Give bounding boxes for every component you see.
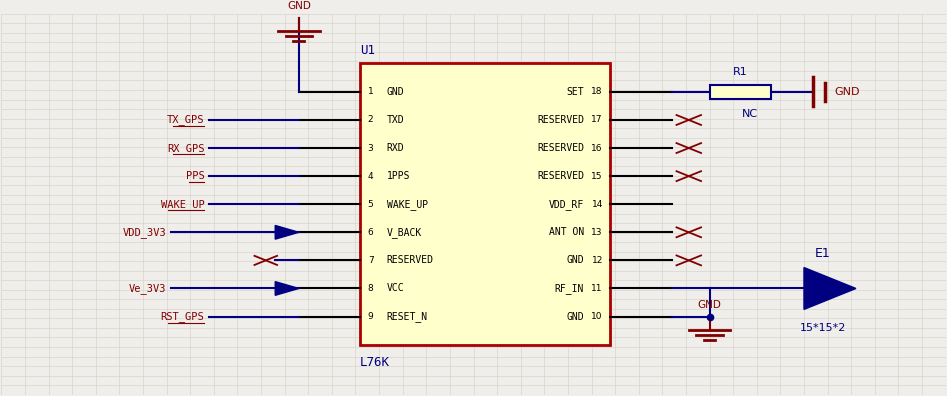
Text: GND: GND xyxy=(566,312,584,322)
Text: 5: 5 xyxy=(367,200,373,209)
Text: Ve_3V3: Ve_3V3 xyxy=(129,283,167,294)
Text: 11: 11 xyxy=(591,284,603,293)
Text: 10: 10 xyxy=(591,312,603,321)
Text: RESERVED: RESERVED xyxy=(537,171,584,181)
Text: U1: U1 xyxy=(360,44,375,57)
Text: GND: GND xyxy=(566,255,584,265)
Text: V_BACK: V_BACK xyxy=(386,227,421,238)
Text: TX_GPS: TX_GPS xyxy=(167,114,205,126)
Text: RESET_N: RESET_N xyxy=(386,311,428,322)
Text: GND: GND xyxy=(386,87,404,97)
Text: L76K: L76K xyxy=(360,356,390,369)
Text: TXD: TXD xyxy=(386,115,404,125)
Text: RX_GPS: RX_GPS xyxy=(167,143,205,154)
Text: NC: NC xyxy=(742,109,758,119)
Bar xyxy=(709,85,771,99)
Text: RST_GPS: RST_GPS xyxy=(161,311,205,322)
Text: VCC: VCC xyxy=(386,284,404,293)
Text: 15: 15 xyxy=(591,171,603,181)
Text: ANT ON: ANT ON xyxy=(548,227,584,237)
Text: 6: 6 xyxy=(367,228,373,237)
Text: 2: 2 xyxy=(367,116,373,124)
Text: 16: 16 xyxy=(591,144,603,152)
Text: RXD: RXD xyxy=(386,143,404,153)
Text: 12: 12 xyxy=(592,256,603,265)
Text: 7: 7 xyxy=(367,256,373,265)
Text: PPS: PPS xyxy=(186,171,205,181)
Text: RESERVED: RESERVED xyxy=(537,115,584,125)
Text: GND: GND xyxy=(287,1,311,11)
Text: 13: 13 xyxy=(591,228,603,237)
Text: VDD_RF: VDD_RF xyxy=(548,199,584,209)
Text: RESERVED: RESERVED xyxy=(386,255,434,265)
Text: 14: 14 xyxy=(592,200,603,209)
Text: GND: GND xyxy=(834,87,860,97)
Polygon shape xyxy=(276,225,299,239)
Text: SET: SET xyxy=(566,87,584,97)
Text: 8: 8 xyxy=(367,284,373,293)
Text: 4: 4 xyxy=(367,171,373,181)
Text: 1PPS: 1PPS xyxy=(386,171,410,181)
Text: WAKE_UP: WAKE_UP xyxy=(161,199,205,209)
Text: RF_IN: RF_IN xyxy=(555,283,584,294)
Text: 9: 9 xyxy=(367,312,373,321)
Text: 3: 3 xyxy=(367,144,373,152)
Text: R1: R1 xyxy=(733,67,747,77)
Text: 18: 18 xyxy=(591,88,603,96)
Text: GND: GND xyxy=(698,300,722,310)
Text: RESERVED: RESERVED xyxy=(537,143,584,153)
Bar xyxy=(360,63,611,345)
Text: 17: 17 xyxy=(591,116,603,124)
Text: VDD_3V3: VDD_3V3 xyxy=(123,227,167,238)
Text: WAKE_UP: WAKE_UP xyxy=(386,199,428,209)
Text: 1: 1 xyxy=(367,88,373,96)
Text: 15*15*2: 15*15*2 xyxy=(799,323,846,333)
Polygon shape xyxy=(804,268,856,309)
Text: E1: E1 xyxy=(815,247,831,260)
Polygon shape xyxy=(276,282,299,295)
